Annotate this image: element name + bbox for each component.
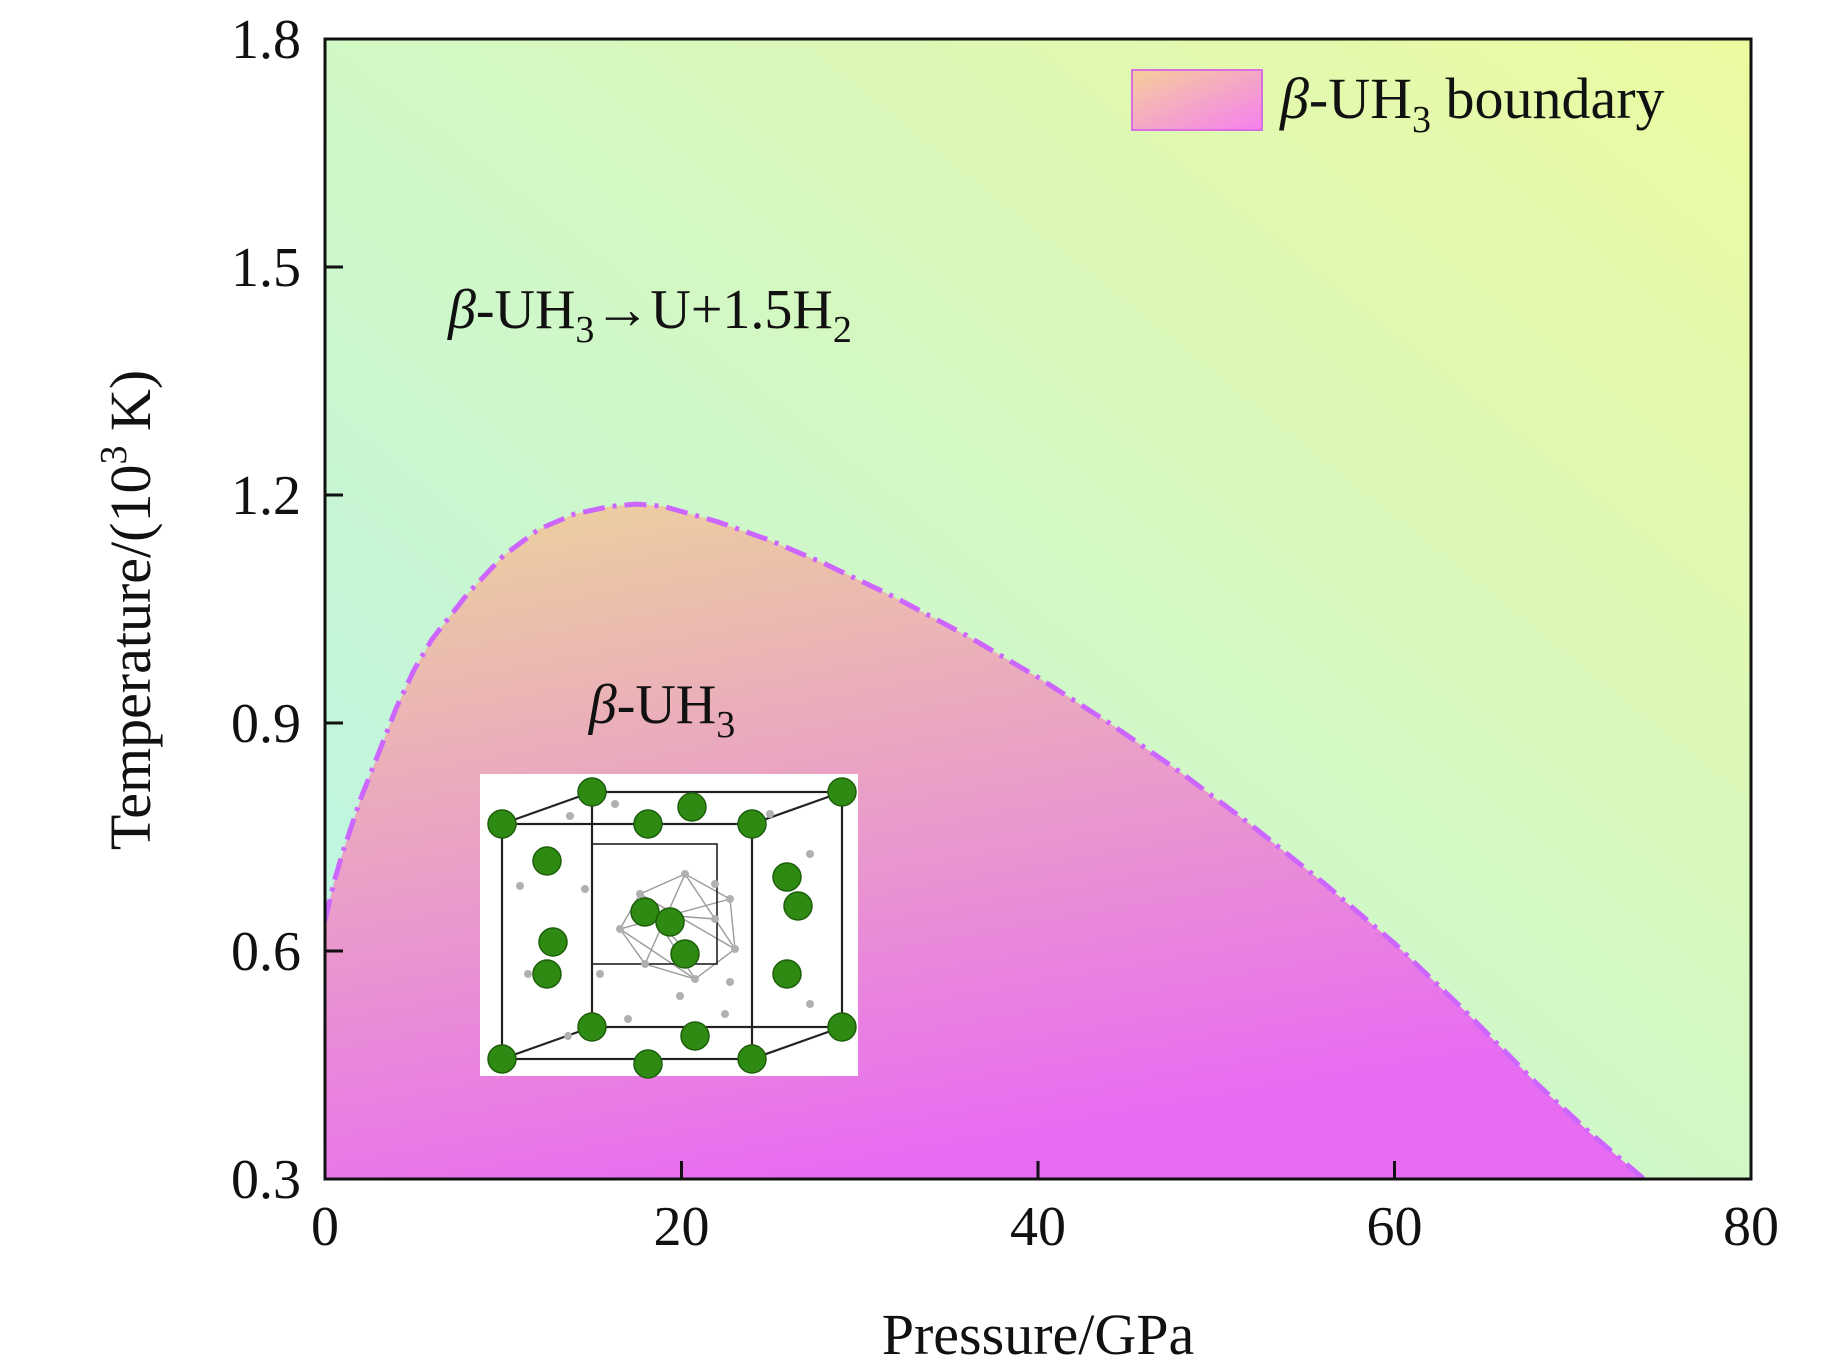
lower-region-label: β-UH3: [588, 674, 735, 746]
beta-uh3-boundary-line: [325, 501, 1646, 1179]
uranium-atom: [532, 846, 562, 876]
hydrogen-atom: [516, 882, 524, 890]
hydrogen-atom: [636, 890, 644, 898]
uranium-atom: [487, 1044, 517, 1074]
y-tick-label: 1.8: [231, 9, 301, 71]
hydrogen-atom: [721, 1010, 729, 1018]
legend: β-UH3 boundary: [1131, 66, 1665, 141]
x-tick-label: 40: [1010, 1196, 1066, 1258]
inset-cell-edges: [500, 790, 844, 1061]
y-tick-label: 0.9: [231, 693, 301, 755]
inset-uranium-atoms: [487, 777, 857, 1079]
hydrogen-atom: [731, 945, 739, 953]
x-tick-label: 20: [654, 1196, 710, 1258]
hydrogen-atom: [766, 810, 774, 818]
x-tick-label: 0: [311, 1196, 339, 1258]
uranium-atom: [577, 1012, 607, 1042]
uranium-atom: [532, 959, 562, 989]
y-tick-label: 0.6: [231, 921, 301, 983]
uranium-atom: [655, 907, 685, 937]
uranium-atom: [772, 959, 802, 989]
hydrogen-atom: [524, 970, 532, 978]
y-tick-label: 0.3: [231, 1149, 301, 1211]
hydrogen-atom: [676, 992, 684, 1000]
y-axis-title: Temperature/(103 K): [93, 370, 163, 850]
hydrogen-atom: [806, 850, 814, 858]
uranium-atom: [737, 1044, 767, 1074]
hydrogen-atom: [564, 1032, 572, 1040]
hydrogen-atom: [711, 915, 719, 923]
hydrogen-atom: [726, 978, 734, 986]
uranium-atom: [677, 792, 707, 822]
x-axis-title: Pressure/GPa: [882, 1302, 1195, 1364]
uranium-atom: [630, 897, 660, 927]
uranium-atom: [772, 862, 802, 892]
hydrogen-atom: [726, 895, 734, 903]
hydrogen-atom: [711, 880, 719, 888]
hydrogen-atom: [681, 870, 689, 878]
uranium-atom: [670, 939, 700, 969]
uranium-atom: [633, 809, 663, 839]
legend-label: β-UH3 boundary: [1279, 66, 1665, 141]
uranium-atom: [538, 927, 568, 957]
hydrogen-atom: [566, 812, 574, 820]
hydrogen-atom: [641, 960, 649, 968]
hydrogen-atom: [691, 975, 699, 983]
hydrogen-atom: [616, 925, 624, 933]
upper-region-label: β-UH3→U+1.5H2: [447, 279, 852, 351]
y-axis-ticks: 0.3 0.6 0.9 1.2 1.5 1.8: [231, 9, 343, 1211]
crystal-structure-image: [480, 774, 858, 1079]
hydrogen-atom: [596, 970, 604, 978]
uranium-atom: [737, 809, 767, 839]
x-tick-label: 80: [1723, 1196, 1779, 1258]
y-tick-label: 1.5: [231, 237, 301, 299]
uranium-atom: [827, 1012, 857, 1042]
inset-hydrogen-atoms: [516, 800, 814, 1040]
uranium-atom: [783, 891, 813, 921]
hydrogen-atom: [806, 1000, 814, 1008]
x-tick-label: 60: [1367, 1196, 1423, 1258]
hydrogen-atom: [581, 885, 589, 893]
x-axis-ticks: 0 20 40 60 80: [311, 1161, 1779, 1258]
uranium-atom: [487, 809, 517, 839]
uranium-atom: [827, 777, 857, 807]
uranium-atom: [680, 1021, 710, 1051]
legend-swatch: [1131, 69, 1263, 131]
uranium-atom: [577, 777, 607, 807]
y-tick-label: 1.2: [231, 465, 301, 527]
hydrogen-atom: [624, 1015, 632, 1023]
hydrogen-atom: [611, 800, 619, 808]
uranium-atom: [633, 1049, 663, 1079]
